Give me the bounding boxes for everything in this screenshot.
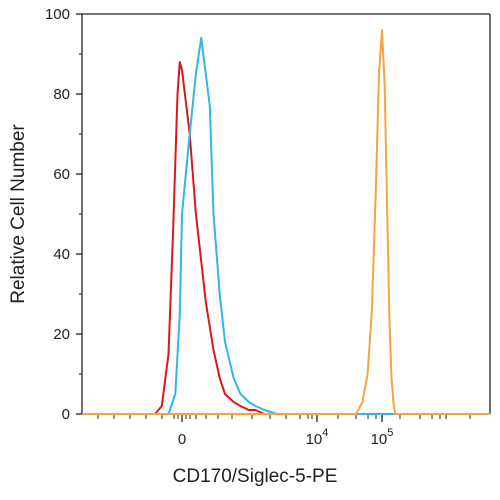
y-tick-label: 60 — [53, 166, 70, 183]
series-line-1 — [82, 61, 490, 415]
x-tick-base: 10 — [371, 431, 388, 448]
x-tick-label: 105 — [371, 427, 394, 448]
y-tick-labels: 0 20 40 60 80 100 — [45, 6, 70, 423]
x-tick-label: 104 — [306, 427, 329, 448]
x-axis-title: CD170/Siglec-5-PE — [173, 466, 338, 487]
axes-frame — [81, 13, 491, 415]
series-group — [82, 29, 490, 415]
x-tick-base: 0 — [178, 431, 186, 448]
y-tick-label: 100 — [45, 6, 70, 23]
y-axis-title: Relative Cell Number — [8, 124, 29, 304]
series-line-2 — [82, 37, 490, 415]
y-tick-label: 80 — [53, 86, 70, 103]
x-tick-exponent: 5 — [387, 427, 393, 439]
y-tick-label: 40 — [53, 246, 70, 263]
x-tick-labels: 0 104 105 — [178, 427, 394, 448]
tick-marks — [76, 13, 471, 422]
y-tick-label: 0 — [62, 406, 70, 423]
y-tick-label: 20 — [53, 326, 70, 343]
series-line-3 — [82, 29, 490, 415]
x-tick-base: 10 — [306, 431, 323, 448]
x-tick-exponent: 4 — [322, 427, 328, 439]
x-tick-label: 0 — [178, 431, 186, 448]
